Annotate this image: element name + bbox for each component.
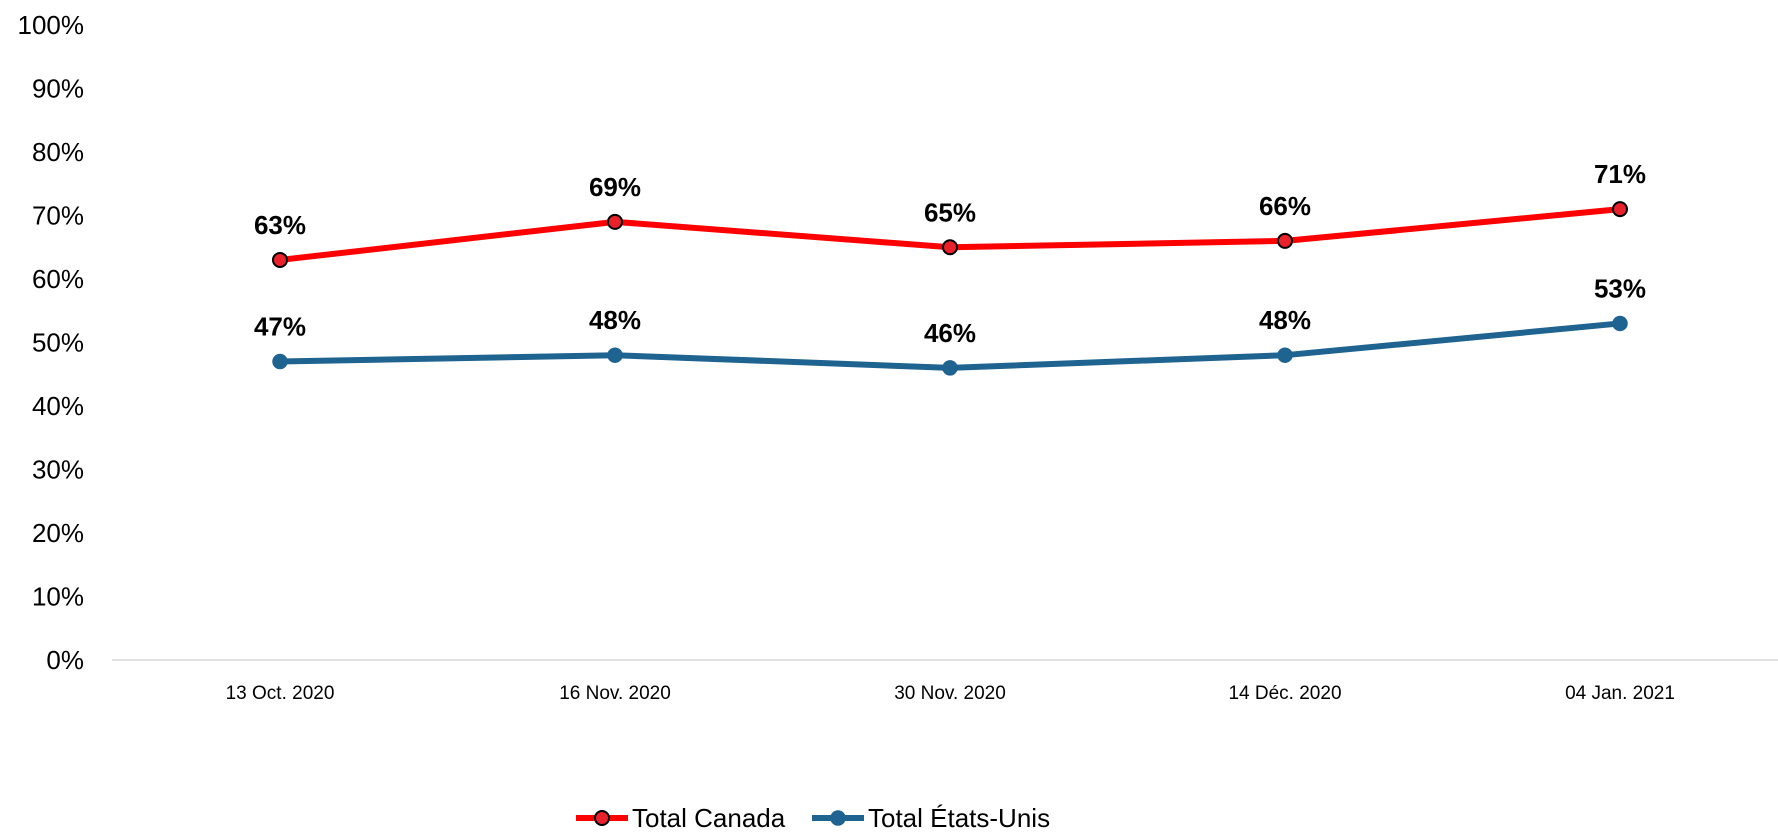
- legend-label: Total Canada: [632, 803, 786, 832]
- x-tick-label: 04 Jan. 2021: [1565, 683, 1675, 704]
- data-point: [1277, 347, 1293, 363]
- data-point: [1277, 232, 1293, 249]
- y-tick-label: 30%: [32, 455, 84, 485]
- x-axis: 13 Oct. 2020 16 Nov. 2020 30 Nov. 2020 14 D…: [112, 659, 1778, 704]
- legend-swatch-marker: [830, 810, 846, 826]
- y-tick-label: 80%: [32, 137, 84, 167]
- y-axis: 0% 10% 20% 30% 40% 50% 60% 70% 80% 90% 100%: [18, 10, 85, 675]
- data-label: 47%: [254, 312, 306, 342]
- legend-item: Total États-Unis: [812, 803, 1050, 832]
- y-tick-label: 100%: [18, 10, 85, 40]
- data-point: [1612, 201, 1628, 218]
- data-point: [942, 360, 958, 376]
- data-label: 66%: [1259, 191, 1311, 221]
- y-tick-label: 70%: [32, 201, 84, 231]
- data-label: 65%: [924, 197, 976, 227]
- y-tick-label: 40%: [32, 391, 84, 421]
- data-label: 63%: [254, 210, 306, 240]
- x-tick-label: 13 Oct. 2020: [226, 683, 335, 704]
- data-point: [1612, 315, 1628, 332]
- data-point: [607, 347, 623, 363]
- data-point: [607, 213, 623, 230]
- legend: Total Canada Total États-Unis: [576, 803, 1050, 832]
- y-tick-label: 0%: [46, 645, 84, 675]
- x-tick-label: 14 Déc. 2020: [1228, 683, 1341, 704]
- x-tick-label: 16 Nov. 2020: [559, 683, 671, 704]
- legend-item: Total Canada: [576, 803, 786, 832]
- data-label: 71%: [1594, 159, 1646, 189]
- data-label: 48%: [589, 305, 641, 335]
- x-tick-label: 30 Nov. 2020: [894, 683, 1006, 704]
- data-label: 46%: [924, 318, 976, 348]
- data-label: 69%: [589, 172, 641, 202]
- data-point: [272, 353, 288, 370]
- legend-label: Total États-Unis: [868, 803, 1050, 832]
- y-tick-label: 50%: [32, 328, 84, 358]
- y-tick-label: 20%: [32, 518, 84, 548]
- data-label: 48%: [1259, 305, 1311, 335]
- y-tick-label: 10%: [32, 582, 84, 612]
- y-tick-label: 90%: [32, 74, 84, 104]
- data-point: [942, 239, 958, 256]
- data-labels: 63% 69% 65% 66% 71% 47% 48% 46% 48% 53%: [254, 159, 1646, 348]
- data-point: [272, 251, 288, 268]
- y-tick-label: 60%: [32, 264, 84, 294]
- data-label: 53%: [1594, 273, 1646, 303]
- legend-swatch-marker: [594, 810, 610, 826]
- series-layer: [272, 201, 1628, 376]
